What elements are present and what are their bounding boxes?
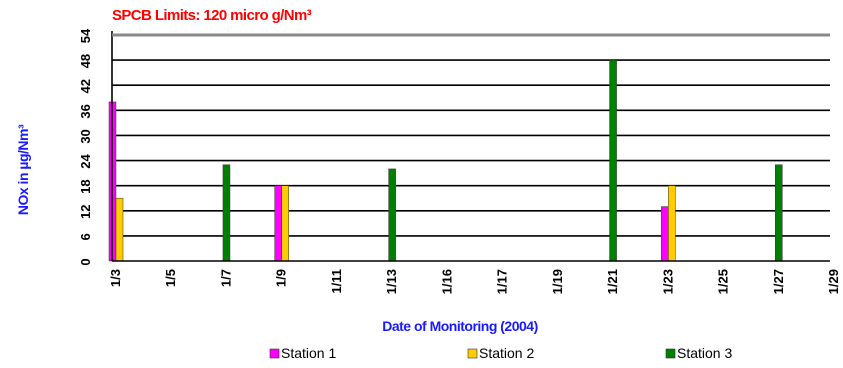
bar-station-3 (609, 59, 617, 262)
x-tick-label: 1/3 (108, 269, 123, 287)
x-tick-label: 1/7 (218, 269, 233, 287)
x-tick-label: 1/9 (274, 269, 289, 287)
y-tick-label: 30 (78, 129, 93, 143)
x-tick-label: 1/13 (384, 269, 399, 294)
x-tick-labels: 1/3 1/5 1/7 1/9 1/11 1/13 1/16 1/17 1/19 1/21 1/23… (108, 269, 841, 294)
legend-swatch (467, 348, 478, 359)
x-tick-label: 1/27 (771, 269, 786, 294)
bar-station-2 (115, 197, 124, 262)
y-tick-label: 42 (78, 79, 93, 93)
legend-swatch (665, 348, 676, 359)
y-tick-label: 48 (78, 54, 93, 68)
y-tick-label: 18 (78, 179, 93, 193)
bar-station-1 (274, 185, 282, 262)
y-tick-label: 12 (78, 205, 93, 219)
bar-station-2 (281, 185, 289, 262)
x-tick-label: 1/19 (550, 269, 565, 294)
x-tick-label: 1/21 (605, 269, 620, 294)
x-axis-title: Date of Monitoring (2004) (382, 318, 538, 334)
bar-station-3 (388, 168, 396, 262)
y-tick-labels: 0 6 12 18 24 30 36 42 48 54 (78, 28, 93, 266)
legend-label: Station 2 (479, 345, 534, 361)
legend-label: Station 1 (281, 345, 336, 361)
x-tick-label: 1/29 (826, 269, 841, 294)
legend-label: Station 3 (677, 345, 732, 361)
y-tick-label: 36 (78, 104, 93, 118)
axes (111, 31, 830, 262)
bar-station-3 (222, 164, 231, 262)
bar-station-2 (668, 185, 676, 262)
y-tick-label: 6 (78, 233, 93, 240)
x-tick-label: 1/23 (660, 269, 675, 294)
y-tick-label: 54 (78, 28, 93, 43)
bar-station-3 (775, 164, 783, 262)
gridlines (112, 34, 830, 237)
y-tick-label: 24 (78, 154, 93, 169)
y-tick-label: 0 (78, 258, 93, 265)
bar-station-1 (661, 206, 669, 262)
limit-title: SPCB Limits: 120 micro g/Nm³ (112, 7, 312, 24)
legend: Station 1 Station 2 Station 3 (269, 345, 732, 361)
y-axis-title: NOx in µg/Nm³ (15, 124, 31, 215)
x-tick-label: 1/16 (439, 269, 454, 294)
x-tick-label: 1/17 (495, 269, 510, 294)
x-tick-label: 1/11 (329, 269, 344, 294)
legend-swatch (269, 348, 280, 359)
x-tick-label: 1/5 (163, 269, 178, 287)
x-tick-label: 1/25 (716, 269, 731, 294)
